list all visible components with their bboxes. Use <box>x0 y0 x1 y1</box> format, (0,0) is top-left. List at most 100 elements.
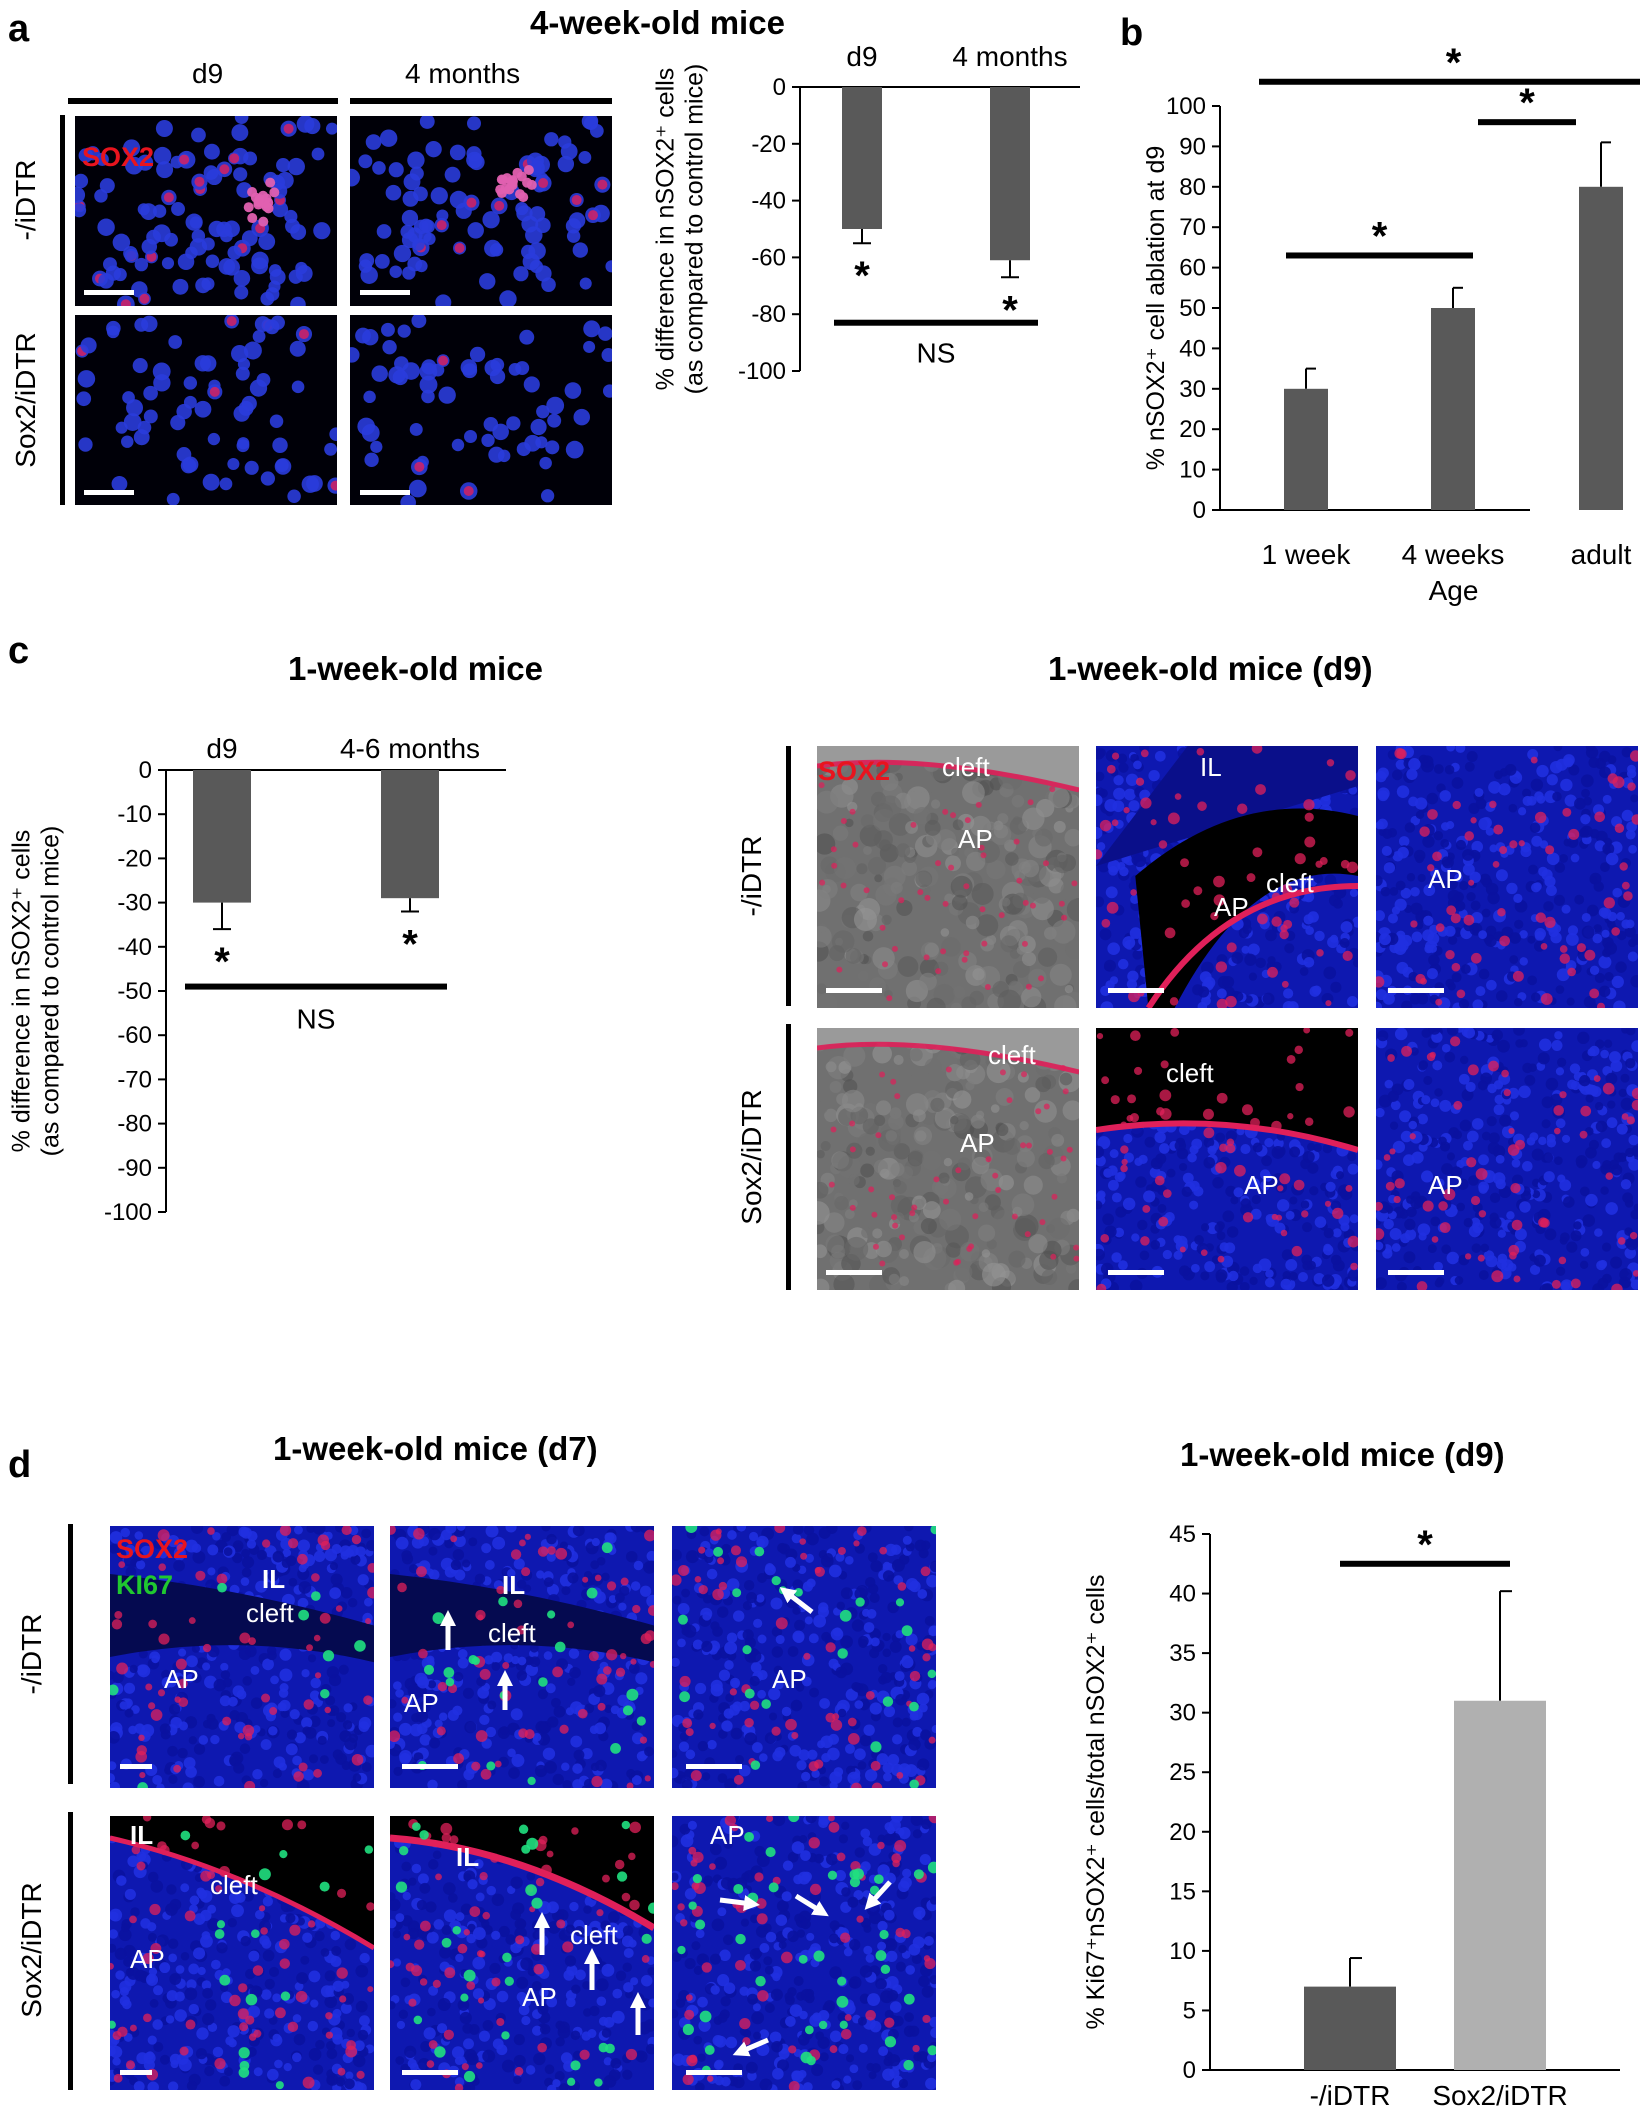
nucleus <box>193 1743 206 1755</box>
nucleus <box>1118 762 1129 773</box>
nucleus <box>1127 970 1139 982</box>
nucleus <box>1428 954 1440 966</box>
nucleus <box>1451 972 1462 983</box>
nucleus <box>764 1564 776 1576</box>
nucleus <box>718 1729 728 1739</box>
sox2-cell <box>1376 1228 1385 1240</box>
nucleus <box>1618 1088 1627 1098</box>
sox2-cell <box>1271 1213 1278 1221</box>
sox2-cell <box>475 1609 486 1621</box>
ki67-cell <box>927 1669 936 1679</box>
sox2-cell <box>214 2058 226 2070</box>
sox2-cell <box>1294 1045 1303 1055</box>
nucleus <box>1541 869 1553 881</box>
texture <box>817 993 838 1008</box>
texture <box>1008 980 1021 993</box>
sox2-cell <box>897 1582 907 1591</box>
nucleus <box>127 1855 139 1868</box>
comparison-label: NS <box>297 1004 336 1035</box>
nucleus <box>1484 935 1497 948</box>
nucleus <box>132 1550 144 1562</box>
nucleus <box>1485 1255 1498 1268</box>
nucleus <box>296 1917 305 1926</box>
sox2-cell <box>785 1718 797 1731</box>
nucleus <box>287 489 301 504</box>
nucleus <box>1628 938 1637 948</box>
nucleus <box>1569 1063 1581 1074</box>
nucleus <box>1225 1185 1237 1197</box>
nucleus <box>205 254 220 268</box>
nucleus <box>1604 971 1614 982</box>
nucleus <box>161 1669 171 1680</box>
texture <box>1003 1137 1021 1155</box>
nucleus <box>807 1749 818 1760</box>
nucleus <box>212 1531 221 1541</box>
nucleus <box>350 1554 361 1565</box>
nucleus <box>1513 893 1523 904</box>
nucleus <box>1567 925 1579 936</box>
nucleus <box>902 1535 912 1545</box>
nucleus <box>757 1670 768 1681</box>
sox2-cell <box>830 846 837 853</box>
sox2-cell <box>507 176 518 187</box>
sox2-cell <box>1304 836 1316 848</box>
nucleus <box>931 1725 936 1734</box>
nucleus <box>166 492 180 505</box>
sox2-cell <box>1470 1195 1481 1206</box>
micrograph-texture <box>1376 746 1638 1008</box>
nucleus <box>672 1549 682 1561</box>
nucleus <box>1601 929 1610 938</box>
sox2-cell <box>1451 962 1461 972</box>
y-tick-label: 0 <box>773 74 786 101</box>
nucleus <box>547 1716 559 1728</box>
sox2-cell <box>1200 1249 1208 1257</box>
nucleus <box>1560 1232 1570 1243</box>
sox2-cell <box>367 1986 374 1993</box>
nucleus <box>174 1550 185 1561</box>
sox2-cell <box>351 1534 362 1545</box>
nucleus <box>1489 1212 1499 1222</box>
nucleus <box>531 1980 542 1991</box>
nucleus <box>434 1719 443 1728</box>
nucleus <box>1097 1190 1106 1199</box>
nucleus <box>717 1773 728 1783</box>
nucleus <box>723 1708 734 1719</box>
sox2-cell <box>1468 879 1475 886</box>
texture <box>1054 995 1077 1008</box>
sox2-cell <box>922 1653 931 1662</box>
nucleus <box>753 1618 763 1628</box>
nucleus <box>196 2027 209 2040</box>
nucleus <box>572 242 588 258</box>
row-label-control: -/iDTR <box>736 835 767 917</box>
nucleus <box>1509 1111 1520 1121</box>
nucleus <box>285 1743 298 1756</box>
nucleus <box>201 237 215 251</box>
sox2-cell <box>1611 927 1620 936</box>
nucleus <box>274 2059 283 2069</box>
texture <box>890 1162 905 1177</box>
nucleus <box>1309 1186 1319 1196</box>
nucleus <box>827 1747 840 1761</box>
nucleus <box>466 151 483 169</box>
nucleus <box>444 1539 454 1549</box>
nucleus <box>1305 926 1314 935</box>
sox2-cell <box>1579 1130 1588 1139</box>
nucleus <box>499 290 517 306</box>
nucleus <box>1459 880 1469 891</box>
nucleus <box>1423 915 1434 926</box>
row-divider <box>786 1024 791 1290</box>
nucleus <box>1488 1132 1500 1144</box>
nucleus <box>511 1655 520 1665</box>
sox2-cell <box>117 2026 128 2037</box>
nucleus <box>481 433 495 448</box>
nucleus <box>115 1970 125 1980</box>
sox2-cell <box>416 1566 427 1577</box>
nucleus <box>361 423 380 442</box>
nucleus <box>808 1633 819 1644</box>
nucleus <box>1130 753 1139 763</box>
nucleus <box>1522 788 1531 798</box>
sox2-cell <box>1303 799 1315 811</box>
nucleus <box>1137 1219 1148 1231</box>
nucleus <box>544 2077 554 2087</box>
nucleus <box>1618 1276 1631 1289</box>
